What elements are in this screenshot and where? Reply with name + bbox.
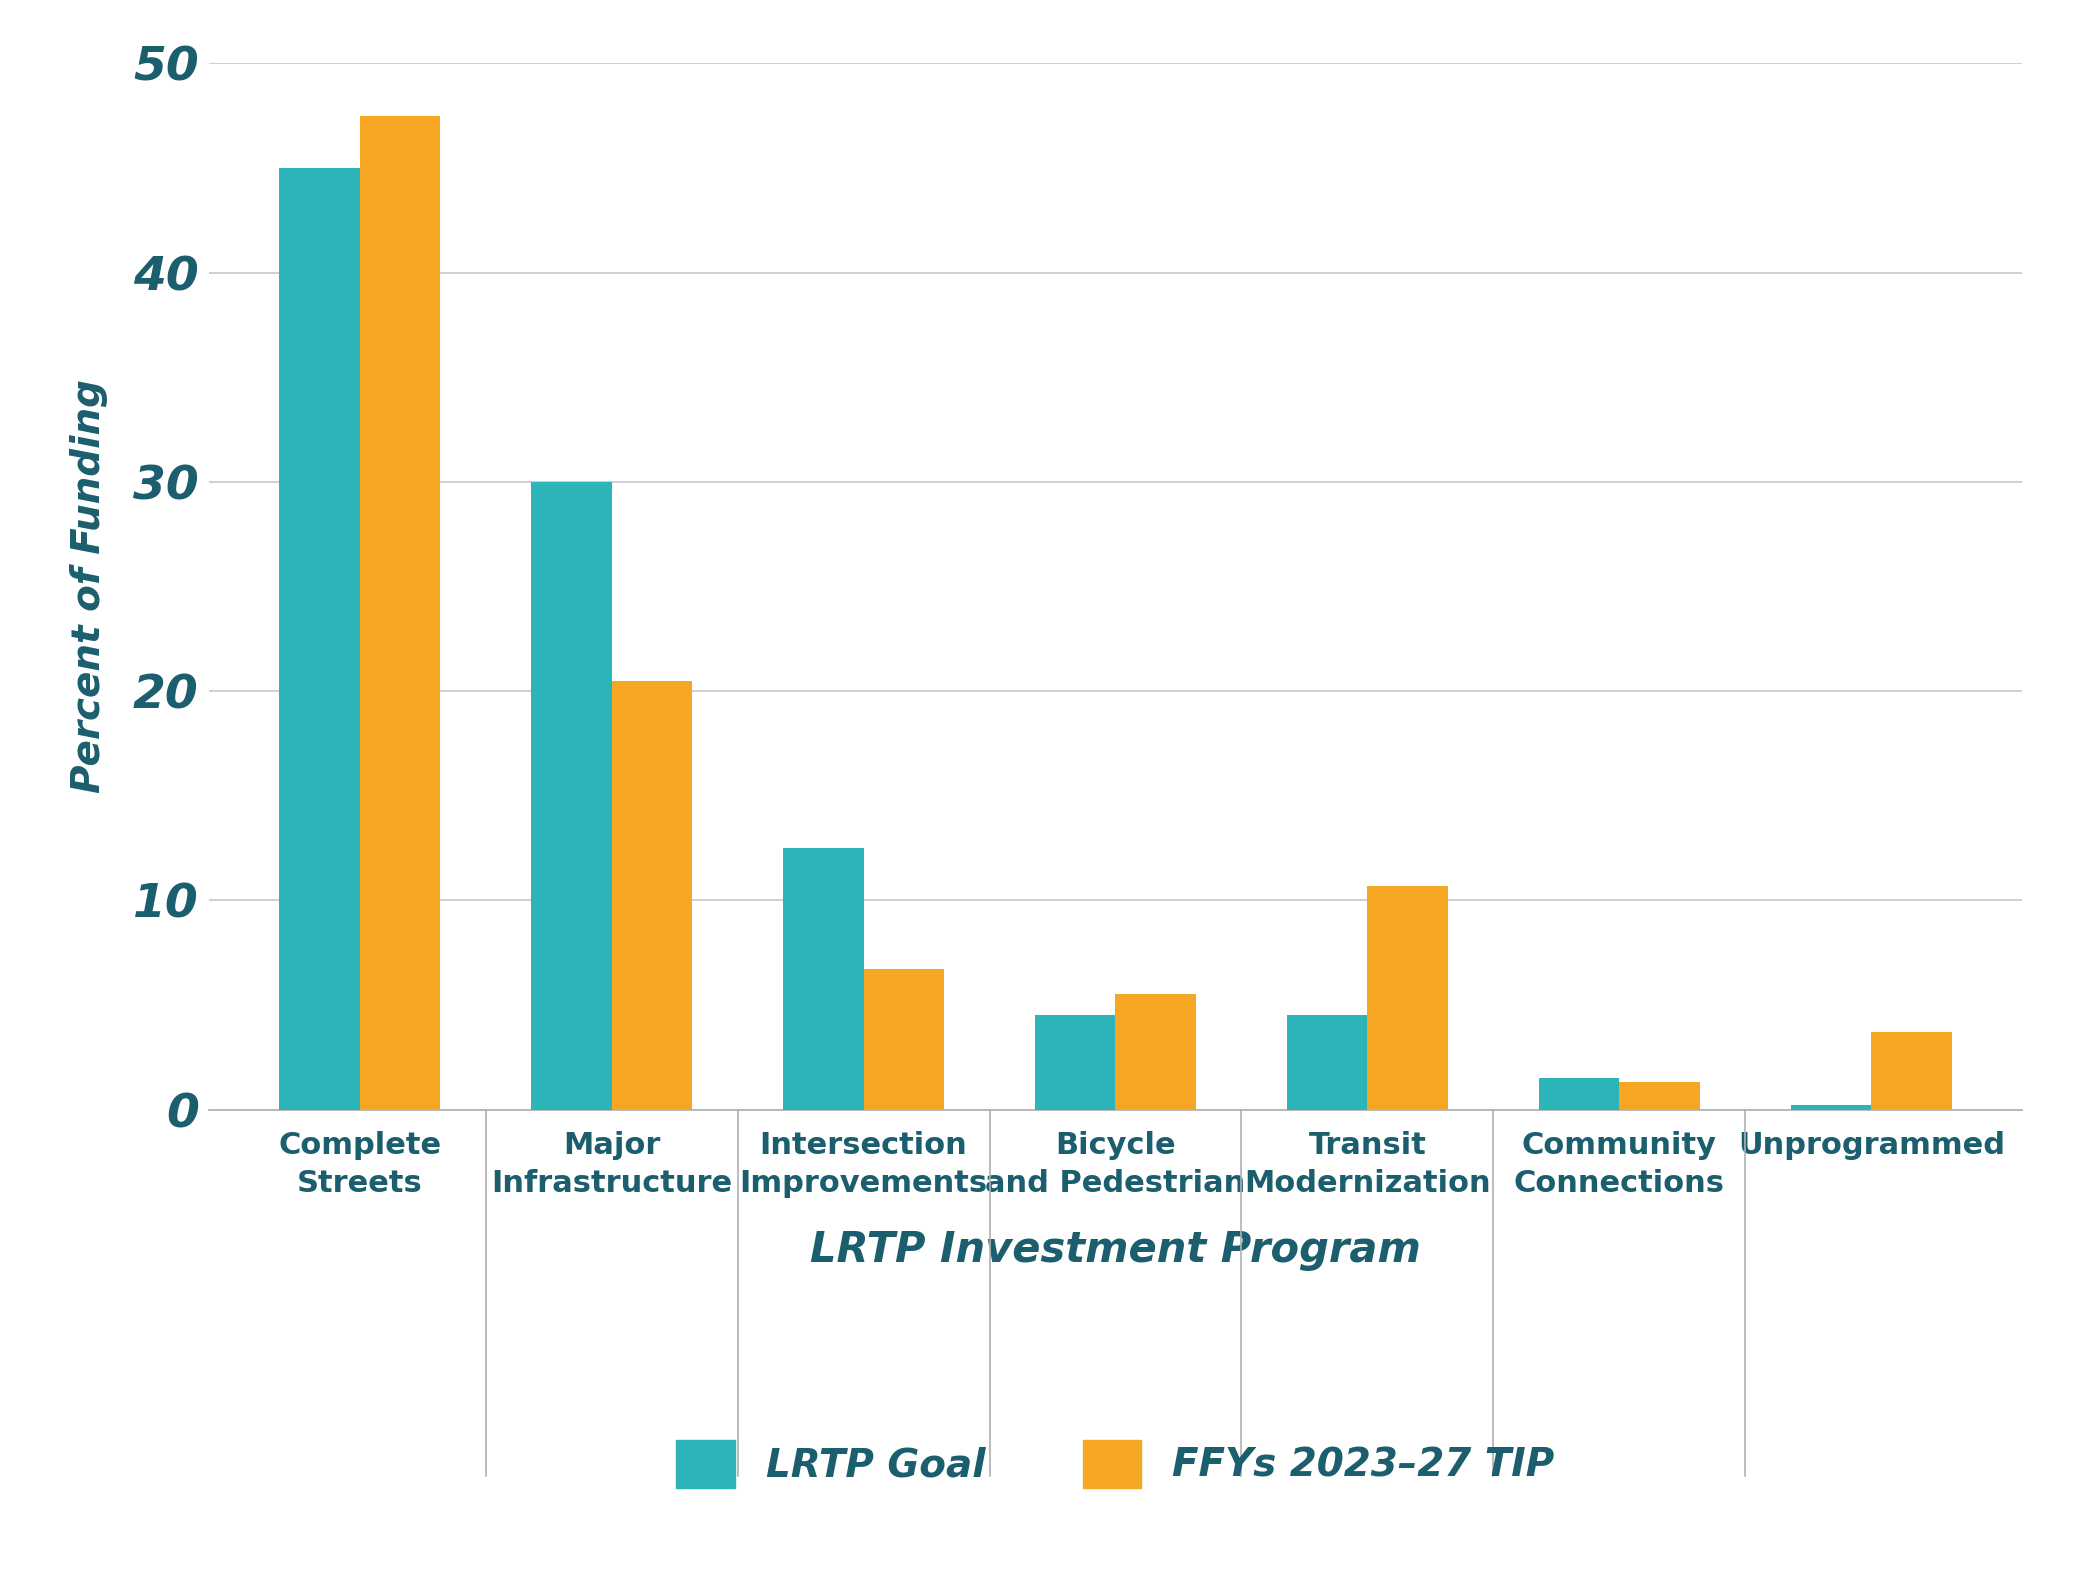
Bar bbox=[1034, 1016, 1115, 1110]
Bar bbox=[1368, 886, 1449, 1110]
Bar bbox=[784, 848, 863, 1110]
Bar bbox=[1620, 1083, 1699, 1110]
Legend: LRTP Goal, FFYs 2023–27 TIP: LRTP Goal, FFYs 2023–27 TIP bbox=[676, 1441, 1555, 1488]
Bar bbox=[361, 116, 440, 1110]
Bar bbox=[1286, 1016, 1368, 1110]
Bar bbox=[279, 168, 361, 1110]
X-axis label: LRTP Investment Program: LRTP Investment Program bbox=[811, 1228, 1420, 1271]
Bar bbox=[863, 970, 945, 1110]
Bar bbox=[611, 680, 692, 1110]
Bar bbox=[1115, 994, 1197, 1110]
Bar bbox=[1872, 1032, 1952, 1110]
Bar bbox=[1539, 1078, 1620, 1110]
Y-axis label: Percent of Funding: Percent of Funding bbox=[71, 379, 108, 794]
Bar bbox=[532, 482, 611, 1110]
Bar bbox=[1791, 1105, 1872, 1110]
